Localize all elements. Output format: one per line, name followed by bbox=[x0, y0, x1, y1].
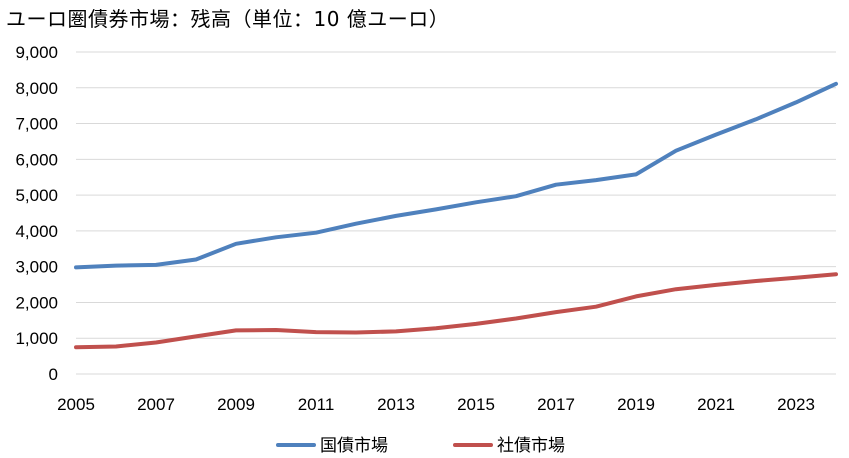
x-tick-label: 2015 bbox=[457, 395, 495, 414]
series-line-1 bbox=[74, 81, 838, 270]
chart-title: ユーロ圏債券市場：残高（単位：10 億ユーロ） bbox=[6, 7, 450, 31]
x-tick-label: 2005 bbox=[57, 395, 95, 414]
y-tick-label: 9,000 bbox=[15, 43, 58, 62]
y-tick-label: 0 bbox=[49, 365, 58, 384]
x-tick-label: 2011 bbox=[298, 395, 335, 414]
legend-label-1: 国債市場 bbox=[320, 436, 388, 456]
x-tick-label: 2007 bbox=[137, 395, 175, 414]
y-tick-label: 8,000 bbox=[15, 79, 58, 98]
y-tick-label: 1,000 bbox=[15, 329, 58, 348]
x-tick-label: 2023 bbox=[777, 395, 815, 414]
legend-label-2: 社債市場 bbox=[497, 436, 565, 456]
x-tick-label: 2017 bbox=[537, 395, 575, 414]
legend: 国債市場 社債市場 bbox=[276, 436, 565, 456]
gridlines bbox=[76, 51, 836, 375]
series-line-2 bbox=[74, 272, 838, 350]
y-tick-label: 3,000 bbox=[15, 258, 58, 277]
y-tick-label: 4,000 bbox=[15, 222, 58, 241]
x-axis-tick-labels: 2005 2007 2009 2011 2013 2015 2017 2019 2021 2023 bbox=[57, 395, 815, 414]
y-axis-tick-labels: 0 1,000 2,000 3,000 4,000 5,000 6,000 7,000 8,00… bbox=[15, 43, 58, 384]
series-lines bbox=[74, 81, 838, 350]
y-tick-label: 5,000 bbox=[15, 186, 58, 205]
y-tick-label: 6,000 bbox=[15, 150, 58, 169]
x-tick-label: 2009 bbox=[217, 395, 255, 414]
x-tick-label: 2019 bbox=[617, 395, 655, 414]
x-tick-label: 2013 bbox=[377, 395, 415, 414]
y-tick-label: 7,000 bbox=[15, 115, 58, 134]
y-tick-label: 2,000 bbox=[15, 293, 58, 312]
x-tick-label: 2021 bbox=[697, 395, 735, 414]
